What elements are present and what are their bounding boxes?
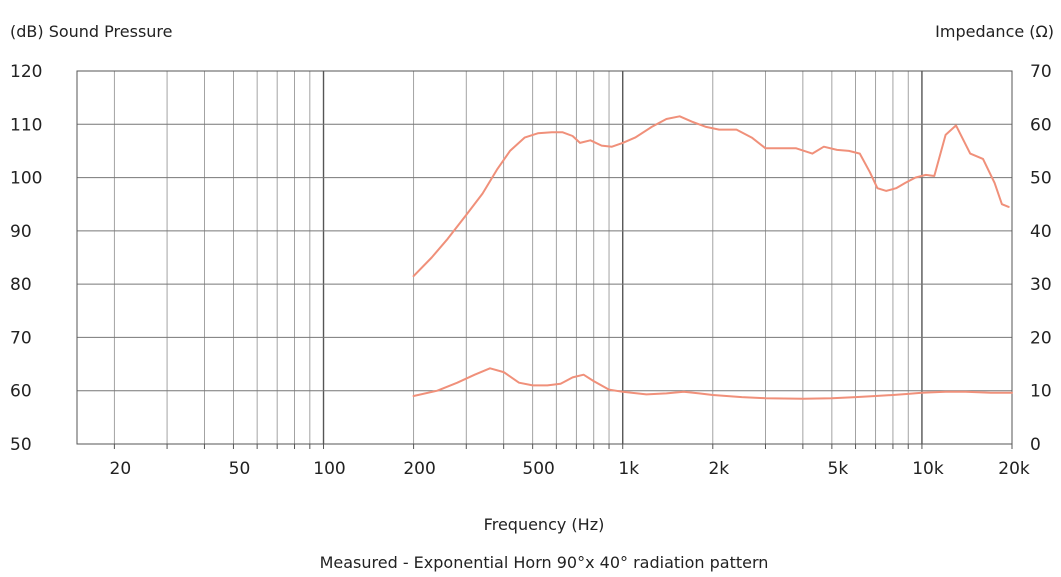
y-right-tick-label: 40 (1030, 222, 1052, 242)
x-tick-label: 1k (618, 459, 639, 479)
series-layer (412, 115, 1013, 400)
y-left-tick-label: 60 (10, 382, 32, 402)
x-tick-label: 2k (708, 459, 729, 479)
x-tick-label: 500 (522, 459, 554, 479)
y-right-tick-label: 60 (1030, 115, 1052, 135)
x-tick-label: 50 (229, 459, 251, 479)
x-tick-label: 20k (998, 459, 1030, 479)
x-tick-label: 200 (403, 459, 435, 479)
x-tick-label: 20 (110, 459, 132, 479)
y-right-tick-label: 50 (1030, 169, 1052, 189)
y-right-tick-label: 70 (1030, 62, 1052, 82)
y-left-tick-label: 90 (10, 222, 32, 242)
y-left-tick-label: 110 (10, 115, 42, 135)
x-tick-label: 10k (912, 459, 944, 479)
y-right-tick-label: 30 (1030, 275, 1052, 295)
tick-labels: 20 50 100 200 500 1k 2k 5k 10k 20k120110100908070… (10, 62, 1052, 479)
y-right-axis-title: Impedance (Ω) (935, 22, 1054, 41)
x-tick-label: 100 (313, 459, 345, 479)
x-tick-label: 5k (828, 459, 849, 479)
sound-pressure-series-line (412, 115, 1010, 278)
y-right-tick-label: 10 (1030, 382, 1052, 402)
y-left-tick-label: 80 (10, 275, 32, 295)
y-right-tick-label: 20 (1030, 328, 1052, 348)
x-axis-title: Frequency (Hz) (484, 515, 605, 534)
y-left-tick-label: 100 (10, 169, 42, 189)
grid (77, 71, 1013, 449)
y-left-axis-title: (dB) Sound Pressure (10, 22, 173, 41)
y-right-tick-label: 0 (1030, 435, 1041, 455)
plot-frame (76, 70, 1013, 445)
y-left-tick-label: 70 (10, 328, 32, 348)
y-left-tick-label: 120 (10, 62, 42, 82)
chart-caption: Measured - Exponential Horn 90°x 40° rad… (320, 553, 769, 572)
impedance-series-line (412, 367, 1013, 400)
y-left-tick-label: 50 (10, 435, 32, 455)
